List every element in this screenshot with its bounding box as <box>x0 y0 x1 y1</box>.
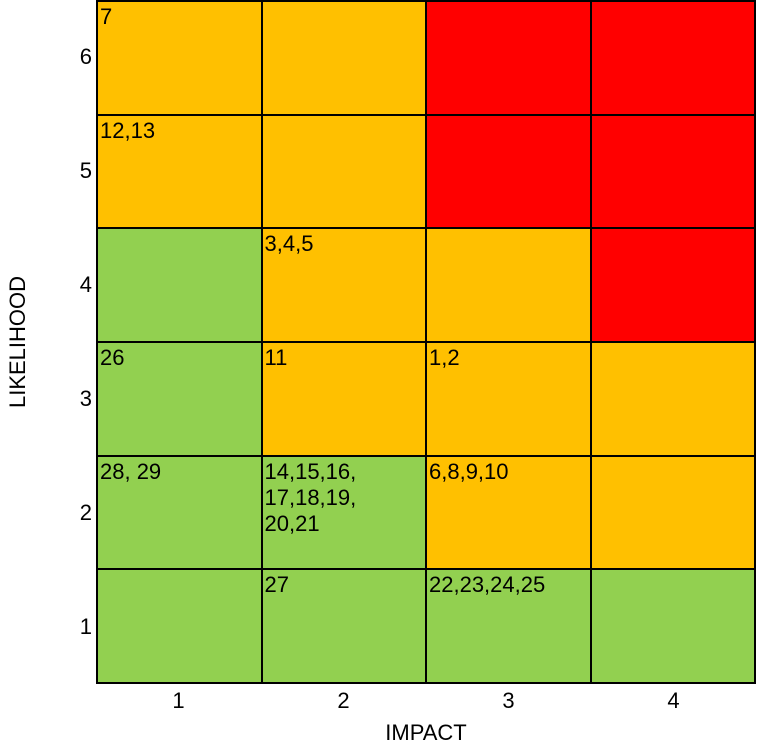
x-tick-label: 1 <box>172 688 185 713</box>
matrix-cell: 6,8,9,10 <box>427 456 590 569</box>
y-tick-label: 5 <box>79 158 92 183</box>
matrix-cell: 28, 29 <box>98 456 261 569</box>
matrix-cell: 12,13 <box>98 115 261 228</box>
matrix-cell <box>427 229 590 341</box>
matrix-cell <box>591 456 754 569</box>
matrix-cell: 1,2 <box>427 342 590 455</box>
y-axis-label: LIKELIHOOD <box>5 275 30 409</box>
y-tick-label: 2 <box>79 500 92 525</box>
x-tick-label: 2 <box>337 688 350 713</box>
matrix-cell <box>262 2 425 114</box>
matrix-cell <box>427 2 590 114</box>
matrix-cell <box>591 342 754 455</box>
y-tick-label: 1 <box>79 614 92 639</box>
matrix-cell <box>98 229 261 341</box>
matrix-cell: 14,15,16, 17,18,19, 20,21 <box>262 456 425 569</box>
x-axis-label: IMPACT <box>385 720 467 745</box>
risk-matrix: 7 12,13 3,4,5 26 11 1,2 28, 29 14,15,16, 17,18,… <box>96 0 756 684</box>
matrix-cell <box>591 229 754 341</box>
x-tick-label: 4 <box>667 688 680 713</box>
matrix-cell: 26 <box>98 342 261 455</box>
y-tick-label: 6 <box>79 44 92 69</box>
matrix-cell <box>591 115 754 228</box>
matrix-cell: 27 <box>262 570 425 682</box>
y-tick-label: 4 <box>79 272 92 297</box>
matrix-cell <box>591 2 754 114</box>
y-tick-label: 3 <box>79 386 92 411</box>
matrix-cell <box>427 115 590 228</box>
matrix-cell: 3,4,5 <box>262 229 425 341</box>
matrix-cell <box>98 570 261 682</box>
matrix-cell: 11 <box>262 342 425 455</box>
matrix-cell <box>262 115 425 228</box>
matrix-cell: 7 <box>98 2 261 114</box>
matrix-cell: 22,23,24,25 <box>427 570 590 682</box>
x-tick-label: 3 <box>502 688 515 713</box>
matrix-cell <box>591 570 754 682</box>
